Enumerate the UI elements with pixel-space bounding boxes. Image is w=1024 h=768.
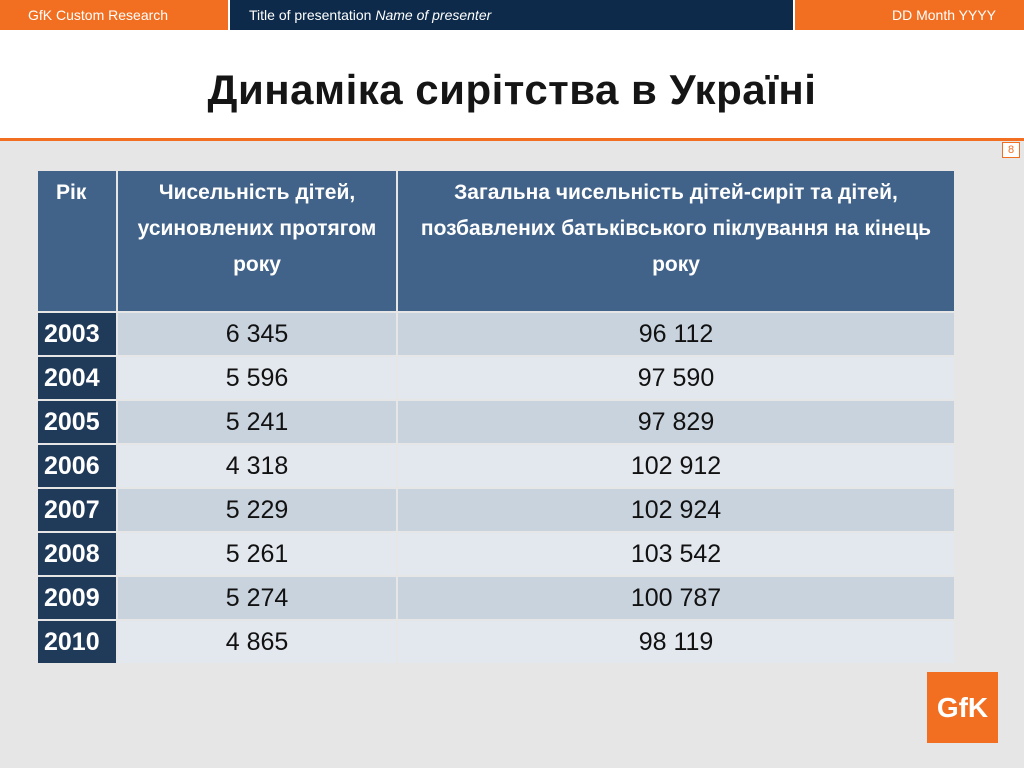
adopted-cell: 5 241 [118,401,396,443]
year-cell: 2007 [38,489,116,531]
total-cell: 98 119 [398,621,954,663]
year-cell: 2004 [38,357,116,399]
table-row: 2005 5 241 97 829 [38,401,954,443]
total-cell: 97 590 [398,357,954,399]
presenter-name: Name of presenter [375,7,492,23]
table-row: 2004 5 596 97 590 [38,357,954,399]
table-row: 2009 5 274 100 787 [38,577,954,619]
year-cell: 2005 [38,401,116,443]
header-year: Рік [38,171,116,311]
adopted-cell: 5 229 [118,489,396,531]
total-cell: 102 912 [398,445,954,487]
adopted-cell: 5 274 [118,577,396,619]
total-cell: 100 787 [398,577,954,619]
presentation-title: Title of presentation [249,7,376,23]
total-cell: 97 829 [398,401,954,443]
table-row: 2008 5 261 103 542 [38,533,954,575]
year-cell: 2003 [38,313,116,355]
page-number: 8 [1002,142,1020,158]
total-cell: 96 112 [398,313,954,355]
slide-title: Динаміка сирітства в Україні [207,66,817,113]
table-row: 2006 4 318 102 912 [38,445,954,487]
header-total: Загальна чисельність дітей-сиріт та діте… [398,171,954,311]
presentation-info: Title of presentation Name of presenter [230,0,793,30]
year-cell: 2009 [38,577,116,619]
year-cell: 2008 [38,533,116,575]
year-cell: 2006 [38,445,116,487]
adopted-cell: 5 596 [118,357,396,399]
company-name: GfK Custom Research [0,0,228,30]
top-bar: GfK Custom Research Title of presentatio… [0,0,1024,30]
adopted-cell: 4 318 [118,445,396,487]
table-header-row: Рік Чисельність дітей, усиновлених протя… [38,171,954,311]
table-row: 2003 6 345 96 112 [38,313,954,355]
adopted-cell: 6 345 [118,313,396,355]
table-row: 2007 5 229 102 924 [38,489,954,531]
table-row: 2010 4 865 98 119 [38,621,954,663]
year-cell: 2010 [38,621,116,663]
header-adopted: Чисельність дітей, усиновлених протягом … [118,171,396,311]
presentation-date: DD Month YYYY [795,0,1024,30]
adopted-cell: 5 261 [118,533,396,575]
title-separator [0,138,1024,141]
orphanhood-table: Рік Чисельність дітей, усиновлених протя… [36,169,956,665]
total-cell: 103 542 [398,533,954,575]
gfk-logo: GfK [927,672,998,743]
adopted-cell: 4 865 [118,621,396,663]
total-cell: 102 924 [398,489,954,531]
